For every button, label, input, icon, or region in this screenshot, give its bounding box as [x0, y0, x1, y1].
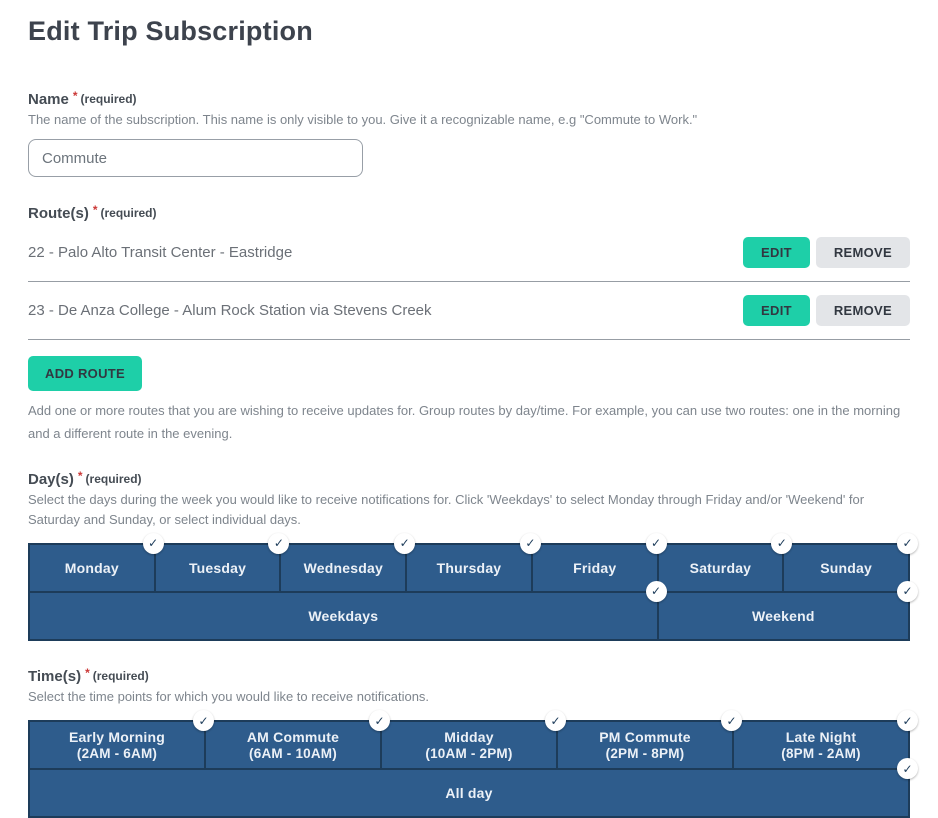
time-button-label: AM Commute	[246, 729, 340, 746]
selected-check-icon: ✓	[771, 532, 793, 554]
routes-label-row: Route(s) * (required)	[28, 203, 910, 223]
name-label-row: Name * (required)	[28, 89, 910, 108]
days-grid: ✓ Monday ✓ Tuesday ✓ Wednesday ✓ Thursda…	[28, 532, 918, 641]
required-asterisk: *	[77, 468, 83, 483]
time-button-label: PM Commute	[599, 729, 691, 746]
selected-check-icon: ✓	[545, 710, 566, 732]
times-label-row: Time(s) * (required)	[28, 665, 910, 685]
remove-route-button[interactable]: REMOVE	[815, 295, 910, 327]
selected-check-icon: ✓	[394, 532, 416, 554]
edit-route-button[interactable]: EDIT	[743, 237, 810, 269]
routes-label: Route(s)	[28, 205, 89, 223]
times-section: Time(s) * (required) Select the time poi…	[28, 665, 918, 818]
time-button-late-night[interactable]: ✓ Late Night (8PM - 2AM)	[734, 710, 918, 769]
selected-check-icon: ✓	[519, 532, 541, 554]
time-button-range: (2PM - 8PM)	[605, 746, 685, 762]
time-button-range: (10AM - 2PM)	[425, 746, 513, 762]
time-button-label: Late Night	[785, 729, 857, 746]
day-button-label: Tuesday	[188, 559, 247, 576]
add-route-button[interactable]: ADD ROUTE	[28, 356, 142, 392]
selected-check-icon: ✓	[645, 580, 667, 602]
selected-check-icon: ✓	[142, 532, 164, 554]
times-label: Time(s)	[28, 667, 82, 685]
selected-check-icon: ✓	[268, 532, 290, 554]
times-description: Select the time points for which you wou…	[28, 688, 430, 704]
routes-section: Route(s) * (required) 22 - Palo Alto Tra…	[28, 203, 910, 446]
routes-description: Add one or more routes that you are wish…	[28, 403, 901, 441]
day-button-weekdays[interactable]: ✓ Weekdays	[30, 580, 667, 639]
selected-check-icon: ✓	[897, 532, 918, 554]
selected-check-icon: ✓	[897, 758, 918, 780]
time-button-pm-commute[interactable]: ✓ PM Commute (2PM - 8PM)	[558, 710, 742, 769]
day-button-label: Sunday	[820, 559, 873, 576]
day-button-label: Wednesday	[303, 559, 383, 576]
day-button-label: Weekend	[751, 607, 815, 624]
name-label: Name	[28, 91, 69, 108]
time-button-range: (8PM - 2AM)	[781, 746, 861, 762]
required-text: (required)	[80, 92, 137, 106]
selected-check-icon: ✓	[897, 710, 918, 732]
day-button-saturday[interactable]: ✓ Saturday	[658, 532, 793, 591]
edit-route-button[interactable]: EDIT	[743, 295, 810, 327]
route-actions: EDIT REMOVE	[743, 237, 910, 269]
day-button-tuesday[interactable]: ✓ Tuesday	[155, 532, 290, 591]
selected-check-icon: ✓	[721, 710, 742, 732]
time-button-all-day[interactable]: ✓ All day	[30, 758, 918, 817]
day-button-monday[interactable]: ✓ Monday	[30, 532, 164, 591]
route-actions: EDIT REMOVE	[743, 295, 910, 327]
page-title: Edit Trip Subscription	[28, 16, 313, 46]
time-button-label: All day	[445, 785, 493, 802]
time-button-early-morning[interactable]: ✓ Early Morning (2AM - 6AM)	[30, 710, 214, 769]
day-button-label: Monday	[64, 559, 119, 576]
day-button-weekend[interactable]: ✓ Weekend	[658, 580, 918, 639]
times-grid: ✓ Early Morning (2AM - 6AM) ✓ AM Commute…	[28, 710, 918, 818]
required-text: (required)	[85, 471, 142, 486]
time-button-label: Early Morning	[69, 729, 165, 746]
route-row: 23 - De Anza College - Alum Rock Station…	[28, 282, 910, 341]
route-row: 22 - Palo Alto Transit Center - Eastridg…	[28, 224, 910, 283]
route-name: 23 - De Anza College - Alum Rock Station…	[28, 302, 432, 320]
required-asterisk: *	[72, 89, 78, 103]
selected-check-icon: ✓	[369, 710, 390, 732]
day-button-thursday[interactable]: ✓ Thursday	[407, 532, 541, 591]
days-label-row: Day(s) * (required)	[28, 468, 910, 488]
day-button-label: Friday	[573, 559, 617, 576]
day-button-wednesday[interactable]: ✓ Wednesday	[281, 532, 416, 591]
day-button-sunday[interactable]: ✓ Sunday	[784, 532, 918, 591]
days-section: Day(s) * (required) Select the days duri…	[28, 468, 918, 641]
required-asterisk: *	[92, 203, 98, 218]
time-button-am-commute[interactable]: ✓ AM Commute (6AM - 10AM)	[206, 710, 390, 769]
selected-check-icon: ✓	[897, 580, 918, 602]
name-description: The name of the subscription. This name …	[28, 112, 698, 127]
required-text: (required)	[100, 206, 157, 221]
name-input[interactable]	[28, 139, 363, 178]
time-button-range: (6AM - 10AM)	[249, 746, 337, 762]
remove-route-button[interactable]: REMOVE	[815, 237, 910, 269]
day-button-friday[interactable]: ✓ Friday	[532, 532, 667, 591]
days-label: Day(s)	[28, 470, 74, 488]
time-button-midday[interactable]: ✓ Midday (10AM - 2PM)	[382, 710, 566, 769]
time-button-label: Midday	[444, 729, 494, 746]
required-text: (required)	[92, 668, 149, 683]
day-button-label: Thursday	[436, 559, 502, 576]
day-button-label: Weekdays	[308, 607, 379, 624]
route-name: 22 - Palo Alto Transit Center - Eastridg…	[28, 244, 293, 262]
name-section: Name * (required) The name of the subscr…	[28, 89, 910, 178]
selected-check-icon: ✓	[645, 532, 667, 554]
time-button-range: (2AM - 6AM)	[76, 746, 158, 762]
days-description: Select the days during the week you woul…	[28, 491, 865, 527]
selected-check-icon: ✓	[193, 710, 214, 732]
day-button-label: Saturday	[689, 559, 752, 576]
required-asterisk: *	[85, 665, 90, 680]
